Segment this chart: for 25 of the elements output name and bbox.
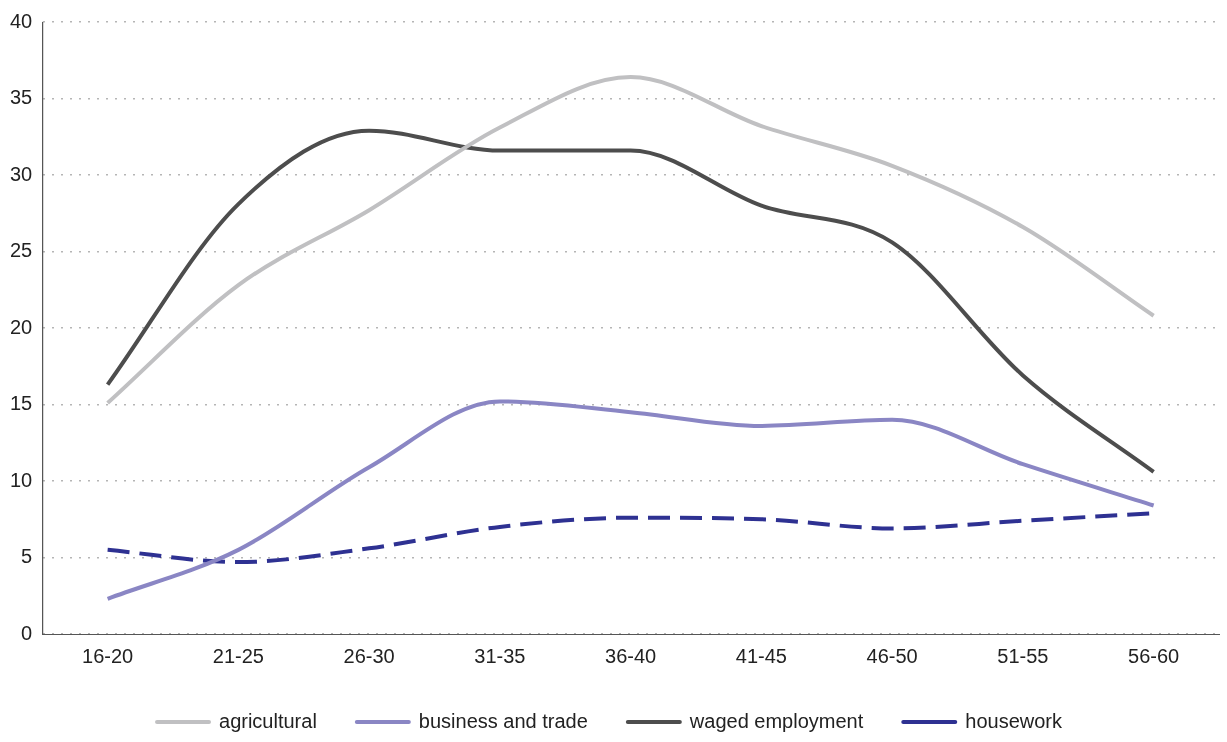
x-tick-label: 16-20 [82, 644, 134, 667]
legend-label: housework [965, 709, 1063, 732]
y-tick-label: 20 [10, 315, 33, 338]
y-tick-label: 25 [10, 239, 33, 262]
legend-label: waged employment [688, 709, 864, 732]
line-series [105, 399, 1156, 601]
x-tick-label: 36-40 [605, 644, 657, 667]
y-tick-label: 30 [10, 162, 33, 185]
y-tick-label: 15 [10, 392, 33, 415]
y-tick-label: 35 [10, 86, 33, 109]
line-series [105, 75, 1156, 405]
legend-label: agricultural [219, 709, 317, 732]
x-tick-label: 41-45 [735, 644, 787, 667]
line-series [105, 128, 1156, 474]
y-tick-label: 5 [21, 545, 33, 568]
x-tick-label: 31-35 [474, 644, 526, 667]
legend-label: business and trade [418, 709, 588, 732]
x-tick-label: 51-55 [997, 644, 1049, 667]
y-tick-label: 0 [21, 621, 33, 644]
y-tick-label: 40 [10, 9, 33, 32]
y-tick-label: 10 [10, 468, 33, 491]
x-tick-label: 21-25 [212, 644, 264, 667]
x-tick-label: 56-60 [1128, 644, 1180, 667]
x-tick-label: 46-50 [866, 644, 918, 667]
x-tick-label: 26-30 [343, 644, 395, 667]
